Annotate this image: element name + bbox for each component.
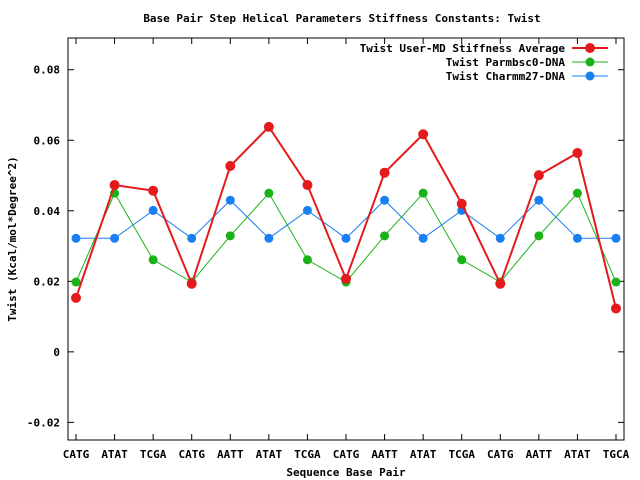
data-point [495, 233, 505, 243]
x-tick-label: TGCA [603, 448, 630, 461]
data-point [341, 273, 351, 284]
data-point [225, 161, 236, 172]
data-point [71, 233, 81, 243]
data-point [456, 198, 467, 209]
y-axis-label: Twist (Kcal/mol*Degree^2) [6, 156, 19, 322]
data-point [264, 188, 274, 198]
data-point [71, 277, 81, 287]
data-point [302, 255, 312, 265]
x-tick-label: TCGA [140, 448, 167, 461]
x-tick-label: AATT [371, 448, 398, 461]
data-point [148, 185, 159, 196]
data-point [418, 188, 428, 198]
data-point [495, 278, 506, 289]
data-point [110, 233, 120, 243]
x-tick-label: AATT [526, 448, 553, 461]
data-point [379, 167, 390, 178]
y-tick-label: -0.02 [27, 416, 60, 429]
y-tick-label: 0.06 [34, 134, 61, 147]
data-point [264, 233, 274, 243]
data-point [611, 233, 621, 243]
data-point [148, 255, 158, 265]
x-axis: CATG ATAT TCGA CATG AATT ATAT TCGA CATG AATT ATAT… [63, 38, 630, 461]
series-line [76, 199, 616, 239]
data-point [380, 231, 390, 241]
x-tick-label: TCGA [448, 448, 475, 461]
x-axis-label: Sequence Base Pair [286, 466, 406, 479]
chart-title: Base Pair Step Helical Parameters Stiffn… [143, 12, 540, 25]
series-1 [71, 121, 621, 314]
x-tick-label: AATT [217, 448, 244, 461]
data-point [611, 277, 621, 287]
legend-swatch-marker [585, 71, 595, 81]
data-point [380, 195, 390, 205]
data-point [71, 292, 81, 303]
legend-swatch-marker [585, 43, 595, 53]
data-point [225, 231, 235, 241]
legend-label: Twist Parmbsc0-DNA [446, 56, 566, 69]
data-point [109, 180, 120, 191]
data-point [418, 129, 429, 140]
x-tick-label: ATAT [256, 448, 283, 461]
data-point [263, 121, 274, 132]
series-group [71, 121, 621, 314]
x-tick-label: ATAT [410, 448, 437, 461]
legend-swatch-marker [585, 57, 595, 67]
x-tick-label: CATG [487, 448, 514, 461]
x-tick-label: TCGA [294, 448, 321, 461]
data-point [457, 255, 467, 265]
data-point [611, 303, 621, 314]
data-point [418, 233, 428, 243]
data-point [225, 195, 235, 205]
data-point [302, 180, 313, 191]
y-tick-label: 0 [53, 346, 60, 359]
legend-label: Twist User-MD Stiffness Average [360, 42, 566, 55]
data-point [341, 233, 351, 243]
x-tick-label: ATAT [564, 448, 591, 461]
x-tick-label: CATG [333, 448, 360, 461]
data-point [187, 233, 197, 243]
y-axis: -0.02 0 0.02 0.04 0.06 0.08 [27, 64, 624, 429]
data-point [534, 231, 544, 241]
data-point [186, 278, 197, 289]
data-point [572, 233, 582, 243]
y-tick-label: 0.08 [34, 64, 61, 77]
x-tick-label: CATG [63, 448, 90, 461]
data-point [572, 188, 582, 198]
legend-label: Twist Charmm27-DNA [446, 70, 566, 83]
data-point [572, 147, 583, 158]
data-point [533, 170, 544, 181]
x-tick-label: ATAT [101, 448, 128, 461]
data-point [302, 205, 312, 215]
data-point [148, 205, 158, 215]
y-tick-label: 0.02 [34, 275, 61, 288]
data-point [534, 195, 544, 205]
x-tick-label: CATG [178, 448, 205, 461]
y-tick-label: 0.04 [34, 205, 61, 218]
